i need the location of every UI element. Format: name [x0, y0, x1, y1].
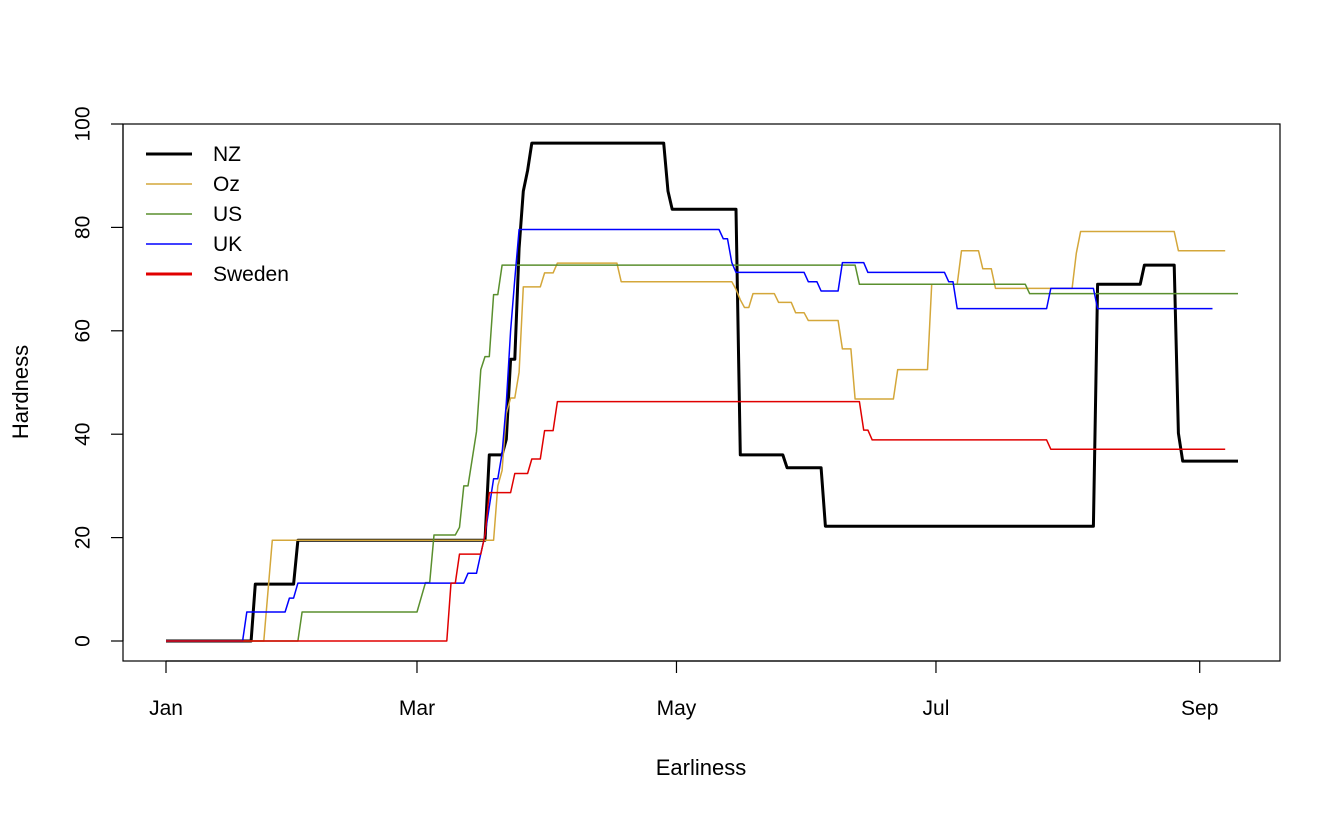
x-tick-label: Jan: [149, 697, 183, 720]
x-axis: Jan Mar May Jul Sep: [149, 660, 1218, 720]
y-axis: 0 20 40 60 80 100: [72, 106, 124, 647]
plot-frame: [122, 123, 1281, 662]
y-tick-label: 0: [72, 635, 95, 647]
x-axis-title: Earliness: [656, 755, 746, 780]
y-tick-label: 60: [72, 319, 95, 342]
legend-label: Oz: [213, 173, 240, 196]
y-tick-label: 20: [72, 526, 95, 549]
legend-label: US: [213, 203, 242, 226]
y-tick-label: 100: [72, 106, 95, 141]
x-tick-label: Jul: [923, 697, 950, 720]
y-axis-title: Hardness: [8, 345, 33, 439]
legend: NZ Oz US UK Sweden: [146, 143, 289, 286]
legend-label: NZ: [213, 143, 241, 166]
legend-label: Sweden: [213, 263, 289, 286]
x-tick-label: Sep: [1181, 697, 1218, 720]
series-layer: [166, 141, 1238, 643]
y-tick-label: 80: [72, 216, 95, 239]
y-tick-label: 40: [72, 423, 95, 446]
x-tick-label: May: [657, 697, 697, 720]
series-line-nz: [166, 141, 1238, 643]
series-line-oz: [166, 230, 1226, 642]
series-line-sweden: [166, 400, 1226, 642]
x-tick-label: Mar: [399, 697, 435, 720]
legend-label: UK: [213, 233, 242, 256]
series-line-uk: [166, 228, 1213, 642]
series-line-us: [166, 264, 1238, 642]
